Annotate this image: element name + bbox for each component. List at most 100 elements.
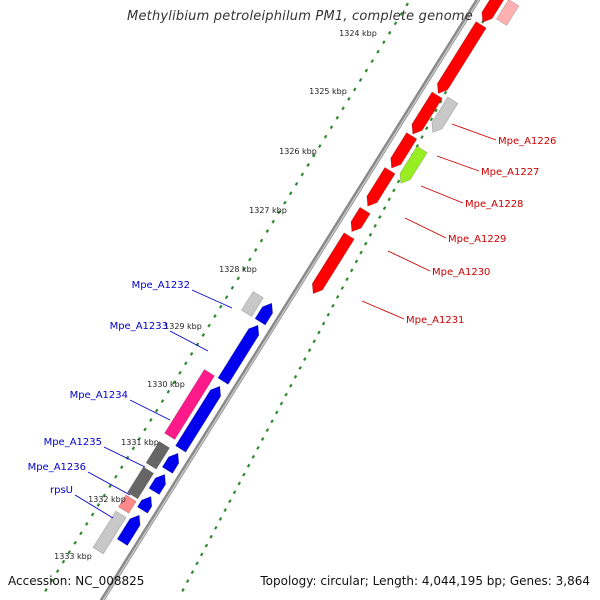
gene-mpe-a1226[interactable] [431, 96, 459, 133]
leader-line [169, 330, 209, 352]
outer-tick-dot [199, 552, 204, 557]
outer-tick-dot [438, 99, 443, 104]
ruler-label: 1324 kbp [339, 29, 377, 38]
outer-tick-dot [363, 241, 368, 246]
inner-tick-dot [370, 59, 375, 64]
inner-tick-dot [283, 200, 287, 205]
gene-blue-4[interactable] [161, 452, 180, 474]
gene-blue-7[interactable] [116, 514, 141, 546]
outer-tick-dot [218, 517, 223, 521]
leader-line [103, 446, 146, 468]
gene-label-rpsu[interactable]: rpsU [50, 485, 73, 496]
outer-tick-dot [312, 339, 317, 344]
gene-label-mpe-a1236[interactable]: Mpe_A1236 [28, 462, 86, 473]
outer-tick-dot [354, 259, 359, 264]
inner-tick-dot [79, 531, 83, 536]
outer-tick-dot [232, 490, 237, 495]
outer-tick-dot [373, 223, 377, 228]
inner-tick-dot [114, 474, 118, 479]
gene-blue-1[interactable] [254, 302, 273, 326]
inner-tick-dot [277, 210, 281, 215]
outer-tick-dot [274, 410, 279, 415]
outer-tick-dot [204, 543, 209, 548]
outer-tick-dot [340, 286, 345, 290]
gene-label-mpe-a1235[interactable]: Mpe_A1235 [44, 437, 102, 448]
outer-tick-dot [368, 232, 373, 237]
inner-tick-dot [50, 578, 54, 583]
leader-line [387, 250, 431, 272]
ruler-ticks: 1324 kbp 1325 kbp 1326 kbp 1327 kbp 1328 kbp… [54, 29, 377, 561]
leader-line [129, 399, 171, 421]
gene-blue-5[interactable] [148, 473, 166, 495]
gene-label-mpe-a1234[interactable]: Mpe_A1234 [70, 390, 128, 401]
gene-label-mpe-a1227[interactable]: Mpe_A1227 [481, 167, 539, 178]
gene-red-1[interactable] [481, 0, 505, 23]
gene-mpe-a1232[interactable] [241, 291, 264, 317]
inner-tick-dot [341, 106, 345, 111]
inner-tick-dot [172, 380, 176, 385]
outer-tick-dot [260, 437, 265, 441]
outer-tick-dot [317, 330, 321, 335]
gene-mpe-a1234[interactable] [164, 369, 215, 440]
inner-tick-dot [44, 588, 48, 592]
gene-blue-2[interactable] [217, 324, 260, 385]
ruler-label: 1327 kbp [249, 206, 287, 215]
ruler-label: 1332 kbp [88, 495, 126, 504]
gene-pink-top[interactable] [496, 0, 520, 26]
inner-tick-dot [364, 68, 369, 73]
inner-tick-dot [236, 276, 241, 281]
outer-tick-dot [284, 392, 288, 397]
outer-tick-dot [185, 579, 190, 584]
gene-mpe-a1235[interactable] [145, 441, 170, 470]
leader-line [451, 123, 497, 141]
topology-text: Topology: circular; Length: 4,044,195 bp… [260, 574, 590, 588]
outer-tick-dot [326, 312, 331, 317]
outer-tick-dot [181, 588, 185, 592]
inner-tick-dot [102, 493, 107, 498]
outer-tick-dot [443, 90, 448, 95]
gene-mpe-a1228[interactable] [399, 145, 428, 184]
gene-label-mpe-a1233[interactable]: Mpe_A1233 [110, 321, 168, 332]
inner-tick-dot [306, 163, 310, 167]
outer-tick-dot [270, 419, 274, 424]
ruler-label: 1333 kbp [54, 552, 92, 561]
outer-tick-dot [195, 561, 199, 566]
inner-tick-dot [318, 144, 322, 149]
outer-tick-dot [303, 357, 307, 362]
gene-label-mpe-a1229[interactable]: Mpe_A1229 [448, 234, 506, 245]
inner-tick-dot [335, 115, 340, 120]
gene-mpe-a1227[interactable] [390, 132, 418, 169]
gene-blue-6[interactable] [136, 496, 153, 514]
gene-label-mpe-a1230[interactable]: Mpe_A1230 [432, 267, 490, 278]
gene-blue-3[interactable] [175, 385, 222, 453]
outer-tick-dot [331, 303, 335, 308]
gene-label-mpe-a1228[interactable]: Mpe_A1228 [465, 199, 523, 210]
inner-tick-dot [393, 21, 398, 26]
gene-mpe-a1229[interactable] [366, 167, 396, 207]
outer-tick-dot [228, 499, 232, 504]
inner-tick-dot [160, 399, 165, 404]
inner-tick-dot [242, 266, 246, 271]
outer-tick-dot [298, 366, 302, 370]
page-title: Methylibium petroleiphilum PM1, complete… [127, 9, 473, 24]
inner-tick-dot [387, 30, 392, 35]
gene-red-2[interactable] [437, 21, 487, 94]
gene-label-mpe-a1232[interactable]: Mpe_A1232 [132, 280, 190, 291]
inner-tick-dot [382, 40, 386, 45]
outer-tick-dot [392, 188, 396, 193]
gene-mpe-a1230[interactable] [350, 206, 371, 233]
inner-tick-dot [73, 540, 77, 545]
gene-red-3[interactable] [411, 91, 443, 135]
gene-label-mpe-a1226[interactable]: Mpe_A1226 [498, 136, 556, 147]
outer-tick-dot [242, 472, 246, 477]
gene-rpsu[interactable] [118, 494, 137, 514]
gene-mpe-a1236[interactable] [127, 466, 155, 500]
inner-tick-dot [213, 314, 217, 319]
gene-mpe-a1231[interactable] [311, 232, 355, 295]
outer-tick-dot [209, 534, 213, 539]
ruler-label: 1325 kbp [309, 87, 347, 96]
gene-label-mpe-a1231[interactable]: Mpe_A1231 [406, 315, 464, 326]
outer-tick-dot [321, 321, 326, 326]
